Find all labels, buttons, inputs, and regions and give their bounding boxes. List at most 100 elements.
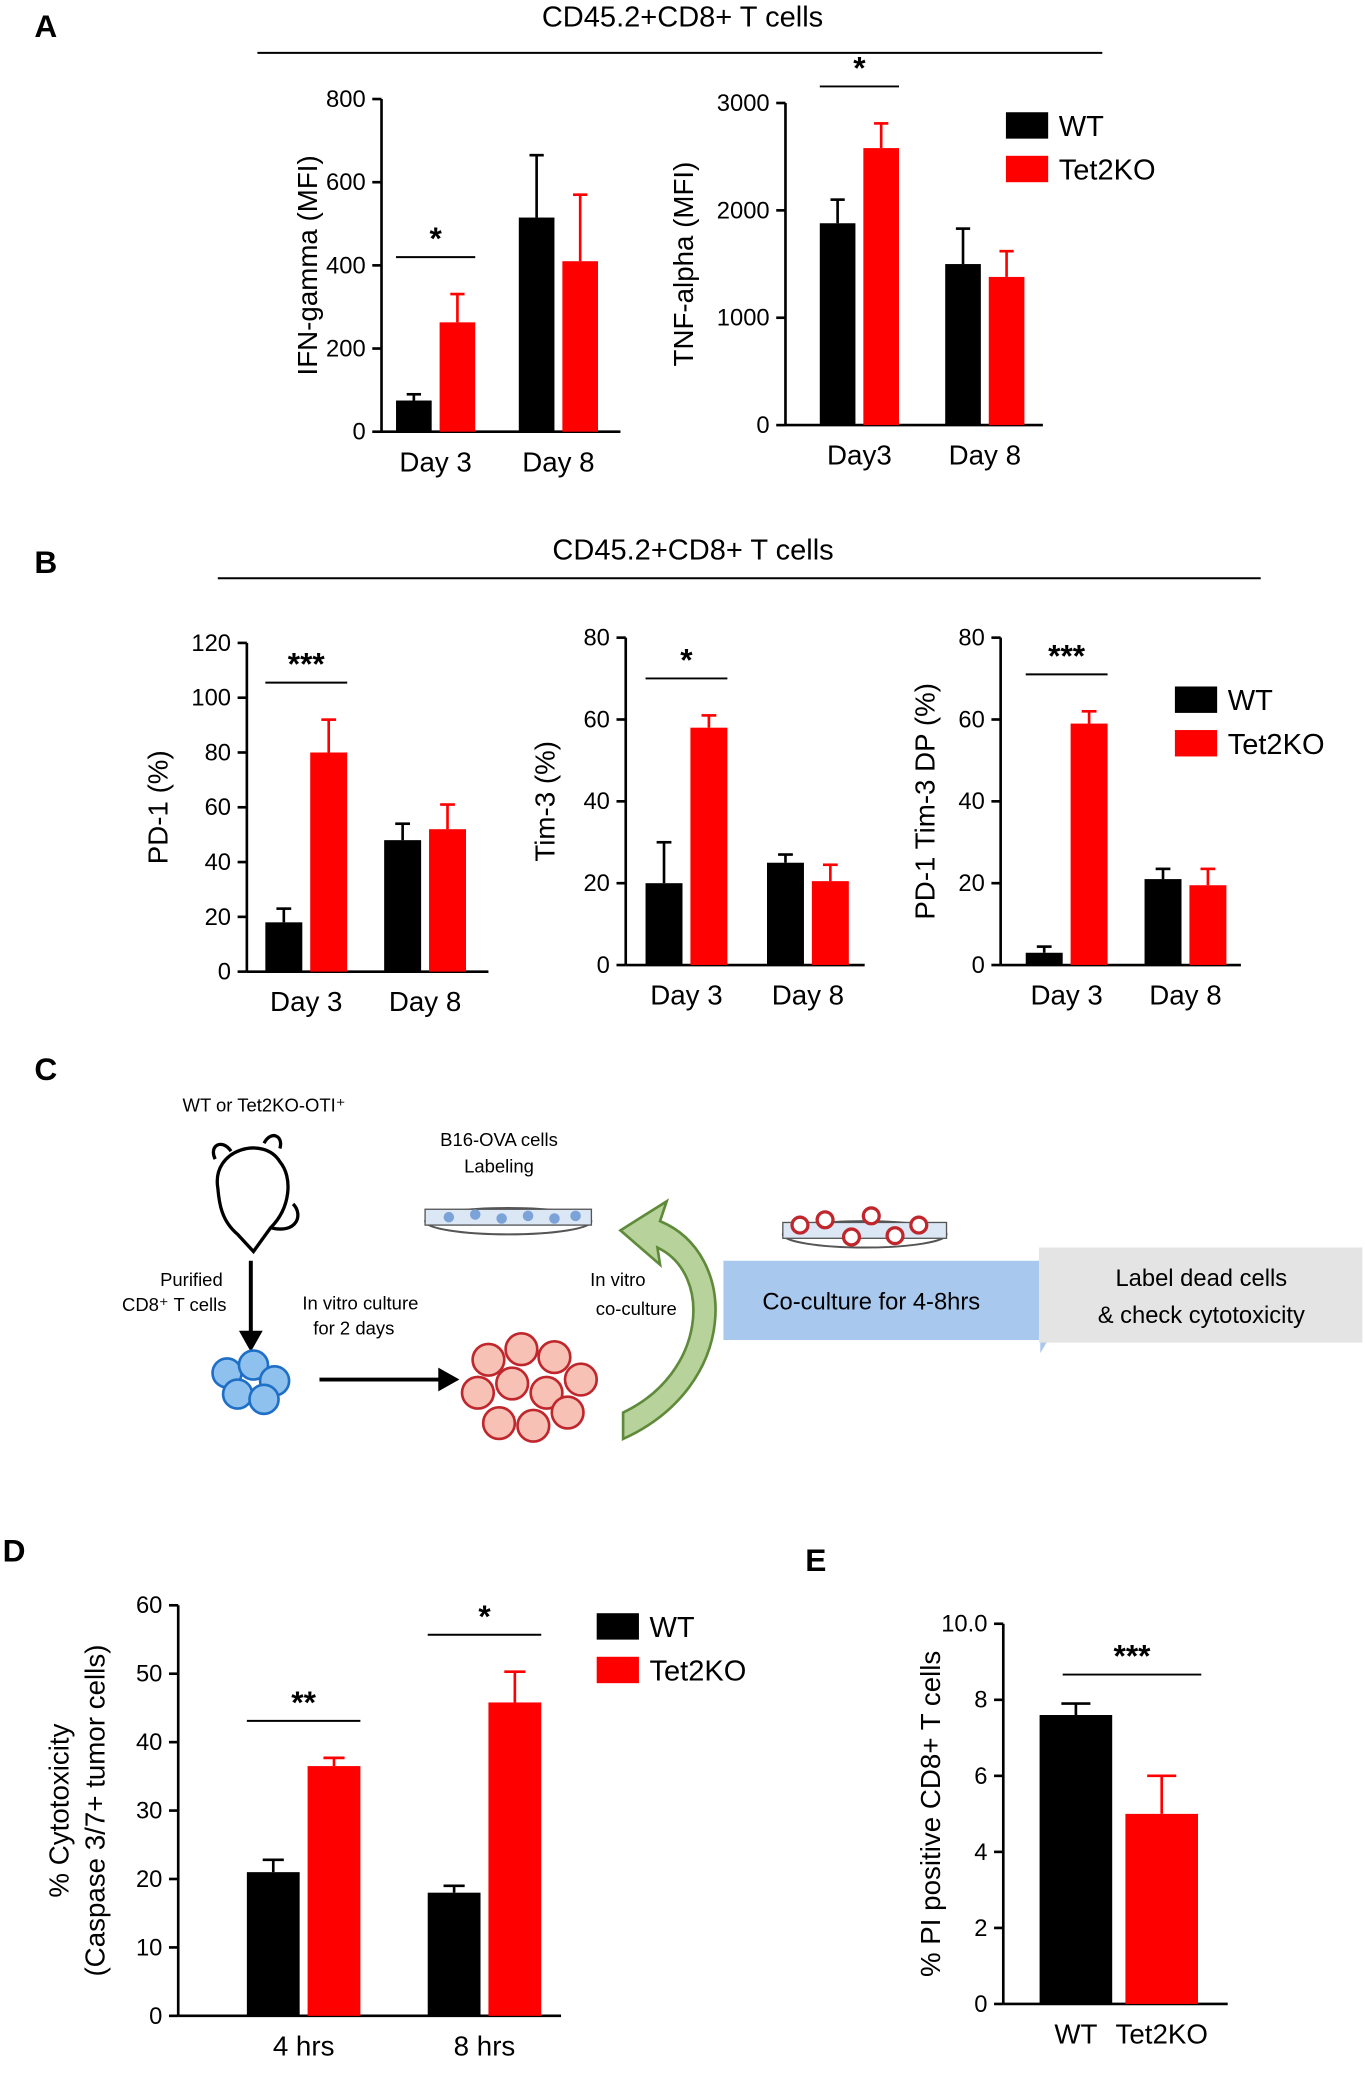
- purified-label: CD8⁺ T cells: [122, 1294, 227, 1315]
- x-tick-label: Day 8: [522, 446, 594, 477]
- x-tick-label: 4 hrs: [273, 2030, 335, 2061]
- y-tick-label: 10: [136, 1934, 162, 1961]
- y-tick-label: 800: [326, 86, 366, 113]
- y-tick-label: 40: [958, 788, 984, 815]
- significance: *: [478, 1598, 491, 1634]
- bar: [1189, 885, 1227, 966]
- y-tick-label: 10.0: [941, 1611, 987, 1638]
- legend-label: WT: [1228, 685, 1273, 717]
- bar: [310, 752, 348, 972]
- y-tick-label: 80: [205, 739, 231, 766]
- y-tick-label: 50: [136, 1661, 162, 1688]
- bar: [429, 829, 467, 972]
- significance: **: [291, 1684, 316, 1720]
- curved-arrow: [618, 1198, 717, 1442]
- y-tick-label: 80: [583, 625, 609, 652]
- bar: [988, 276, 1025, 426]
- legend-label: Tet2KO: [1228, 729, 1325, 761]
- y-tick-label: 0: [756, 412, 769, 439]
- result-label: Label dead cells: [1115, 1265, 1287, 1292]
- y-tick-label: 40: [136, 1729, 162, 1756]
- y-axis-label: % PI positive CD8+ T cells: [915, 1651, 946, 1977]
- purified-label: Purified: [160, 1269, 223, 1290]
- bar: [945, 264, 981, 426]
- panel-label: A: [34, 8, 57, 44]
- x-tick-label: Day 3: [650, 980, 722, 1011]
- x-tick-label: Tet2KO: [1115, 2019, 1207, 2050]
- y-tick-label: 6: [974, 1763, 987, 1790]
- y-tick-label: 8: [974, 1687, 987, 1714]
- bar: [766, 862, 804, 966]
- culture-label: In vitro culture: [302, 1293, 418, 1314]
- significance: ***: [288, 646, 326, 682]
- arrow-head: [238, 1330, 263, 1352]
- target-label: B16-OVA cells: [440, 1129, 558, 1150]
- y-tick-label: 60: [583, 706, 609, 733]
- y-tick-label: 0: [352, 419, 365, 446]
- bar: [1039, 1715, 1113, 2004]
- block-arrow: [723, 1247, 1072, 1354]
- y-axis-label: PD-1 Tim-3 DP (%): [910, 683, 941, 920]
- legend-swatch: [596, 1613, 639, 1640]
- y-tick-label: 60: [958, 706, 984, 733]
- y-axis-label: PD-1 (%): [143, 750, 174, 864]
- y-tick-label: 40: [583, 788, 609, 815]
- bar: [1070, 723, 1108, 966]
- y-tick-label: 80: [958, 625, 984, 652]
- y-tick-label: 20: [205, 904, 231, 931]
- significance: ***: [1048, 637, 1086, 673]
- x-tick-label: Day 8: [389, 986, 461, 1017]
- y-axis-label: IFN-gamma (MFI): [292, 155, 323, 375]
- legend-label: WT: [1059, 111, 1104, 143]
- y-tick-label: 0: [149, 2003, 162, 2030]
- legend-swatch: [596, 1656, 639, 1684]
- significance: *: [429, 220, 442, 256]
- x-tick-label: WT: [1054, 2019, 1097, 2050]
- x-tick-label: Day 3: [399, 446, 471, 477]
- legend-label: Tet2KO: [649, 1656, 746, 1688]
- legend-label: WT: [649, 1612, 694, 1644]
- bar: [1125, 1813, 1199, 2004]
- bar: [1144, 879, 1182, 966]
- legend-swatch: [1005, 155, 1049, 183]
- significance: ***: [1114, 1638, 1152, 1674]
- y-tick-label: 100: [191, 685, 231, 712]
- y-tick-label: 20: [583, 870, 609, 897]
- y-tick-label: 0: [972, 952, 985, 979]
- y-tick-label: 60: [136, 1592, 162, 1619]
- bar: [307, 1766, 361, 2016]
- panel-label: C: [34, 1051, 57, 1087]
- y-tick-label: 120: [191, 630, 231, 657]
- significance: *: [853, 50, 866, 86]
- bar: [562, 261, 599, 432]
- y-tick-label: 0: [974, 1991, 987, 2018]
- panel-label: D: [3, 1533, 26, 1569]
- y-tick-label: 400: [326, 252, 366, 279]
- y-tick-label: 30: [136, 1797, 162, 1824]
- bar: [811, 881, 849, 966]
- y-tick-label: 40: [205, 849, 231, 876]
- y-tick-label: 0: [218, 959, 231, 986]
- bar: [439, 322, 476, 432]
- y-tick-label: 2: [974, 1915, 987, 1942]
- y-tick-label: 1000: [717, 305, 770, 332]
- bar: [863, 148, 899, 426]
- killed-cells: [790, 1206, 929, 1247]
- legend-swatch: [1005, 112, 1049, 139]
- y-tick-label: 0: [597, 952, 610, 979]
- arrow-head: [438, 1367, 460, 1392]
- bar: [819, 223, 856, 426]
- mouse-label: WT or Tet2KO-OTI⁺: [183, 1095, 346, 1116]
- result-box: [1038, 1247, 1363, 1343]
- bar: [690, 727, 728, 966]
- y-tick-label: 60: [205, 794, 231, 821]
- bar: [384, 840, 422, 972]
- y-tick-label: 4: [974, 1839, 987, 1866]
- legend-swatch: [1174, 686, 1218, 713]
- y-axis-label: Tim-3 (%): [529, 741, 560, 862]
- y-axis-label: (Caspase 3/7+ tumor cells): [79, 1645, 110, 1977]
- result-label: & check cytotoxicity: [1098, 1302, 1305, 1329]
- tumor-cells: [443, 1209, 581, 1224]
